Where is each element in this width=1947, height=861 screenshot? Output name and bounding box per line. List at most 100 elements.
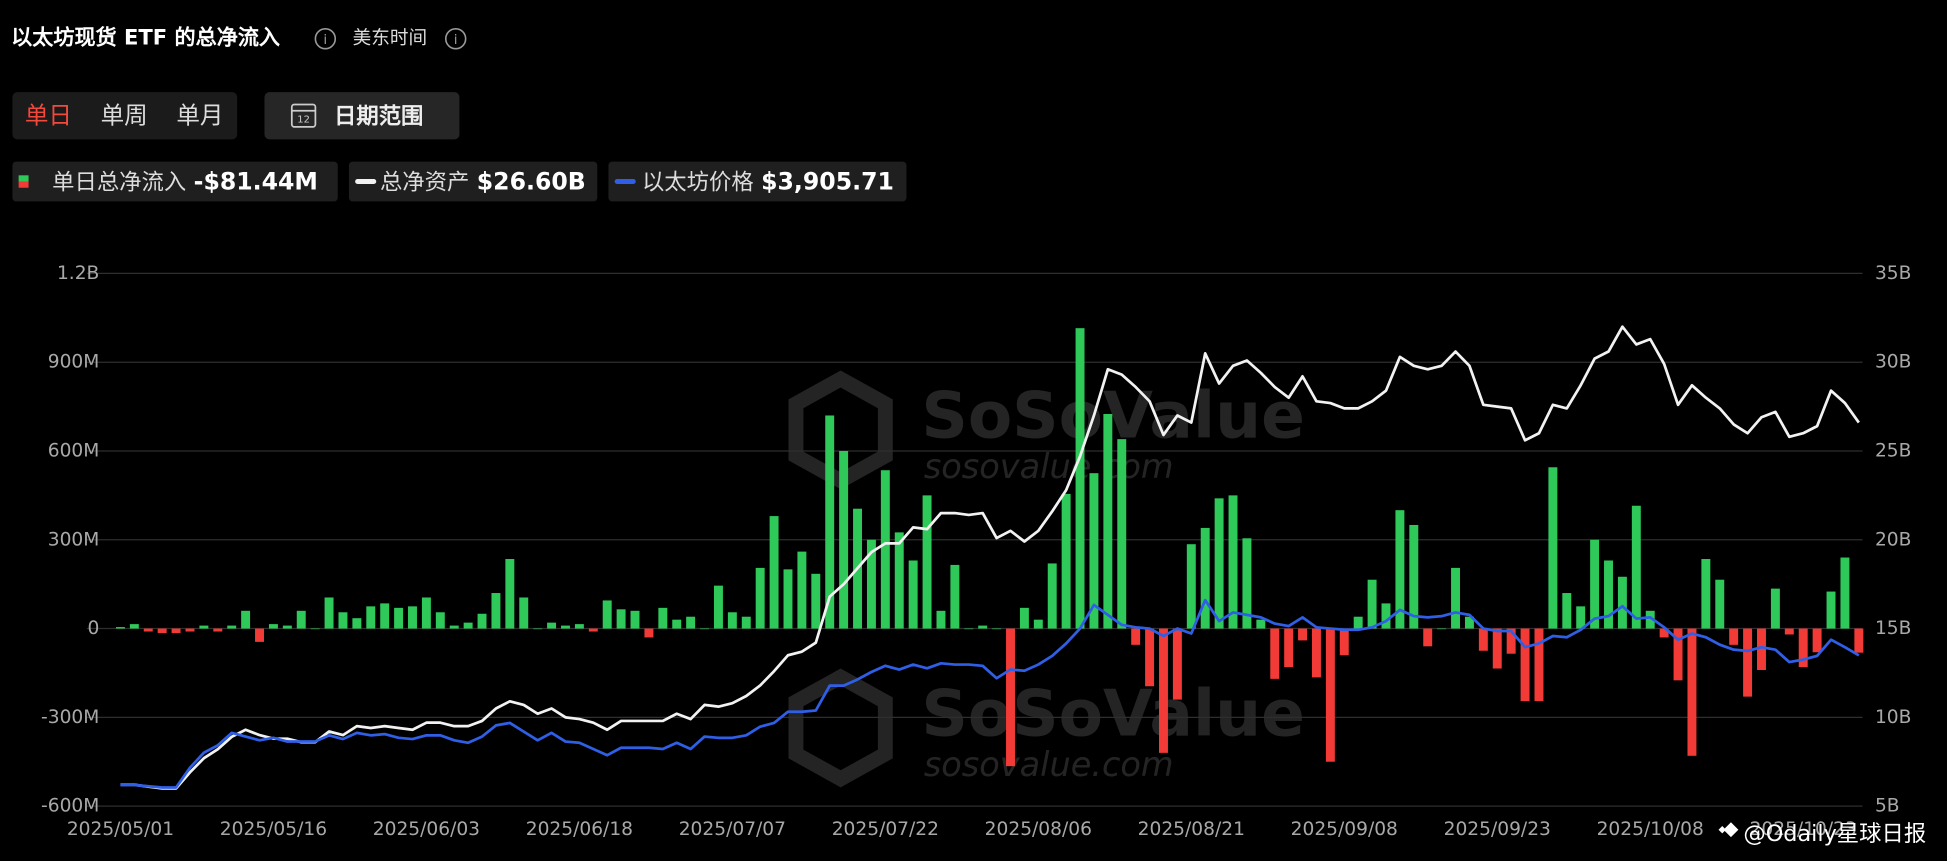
bar [700,628,710,630]
bar [1757,628,1766,670]
bar [505,559,515,629]
bar [324,597,334,629]
bar [1423,628,1433,647]
bar [1743,628,1753,697]
period-option[interactable]: 单日 [25,101,72,129]
bar [227,625,237,629]
bar [1534,628,1544,702]
bar [1019,607,1029,629]
bar [143,628,153,632]
watermark-logo [788,668,893,788]
bar [352,618,362,629]
bar [1200,527,1210,629]
bar [1325,628,1335,762]
bar [255,628,264,642]
y-tick-label: 300M [48,529,100,550]
bar [588,628,598,632]
bar [1478,628,1488,651]
bar [268,624,278,629]
legend-chip[interactable] [12,161,338,202]
bar [199,625,209,629]
bar [1381,603,1391,629]
bar [964,628,974,630]
bar [1409,524,1419,629]
bar [463,622,473,629]
bar [1798,628,1808,668]
period-option[interactable]: 单月 [176,101,223,129]
date-range-button[interactable]: 12 日期范围 [264,92,460,140]
legend-swatch [18,181,29,188]
x-tick-label: 2025/08/21 [1138,819,1245,840]
bar [533,628,543,630]
bar [1395,510,1405,629]
bar [769,516,779,629]
bar [380,603,390,629]
bar [839,450,849,629]
y2-tick-label: 25B [1875,440,1911,461]
bar [1159,628,1168,753]
bar [1590,539,1600,629]
y-tick-label: 900M [48,352,100,373]
watermark: SoSoValuesosovalue.comSoSoValuesosovalue… [788,370,1305,788]
bar [783,569,793,629]
bar [602,600,612,629]
bar [574,624,584,629]
bar [449,625,459,629]
bar [296,610,306,629]
x-tick-label: 2025/06/03 [373,819,480,840]
bar [1033,619,1043,629]
bar [755,567,765,629]
period-option[interactable]: 单周 [101,101,148,129]
bar [1437,628,1447,630]
bar [1729,628,1739,645]
bar [922,495,932,629]
bar [1103,413,1113,629]
bar [1145,628,1155,687]
legend-chip[interactable] [348,161,598,202]
bar [1840,557,1850,629]
x-tick-label: 2025/09/23 [1444,819,1551,840]
bar [1576,606,1586,629]
line [120,598,1860,789]
bar [1715,579,1725,629]
bar [672,619,682,629]
legend-name: 总净资产 [380,169,469,195]
bar [894,532,904,629]
bar [1075,328,1085,629]
y2-tick-label: 30B [1875,352,1911,373]
date-range-label[interactable]: 日期范围 [334,103,423,129]
bar [491,593,501,629]
y-tick-label: 1.2B [57,263,99,284]
bar [1451,567,1461,629]
bar [908,560,918,629]
bar [1659,628,1669,638]
svg-text:12: 12 [297,114,310,125]
bar [1673,628,1683,681]
bar [366,606,376,629]
bar [435,612,445,629]
info-icon[interactable]: i [314,27,337,50]
bar [129,624,139,629]
bar [477,613,487,629]
bar [1854,628,1864,653]
bar [866,539,876,629]
info-icon[interactable]: i [444,27,467,50]
legend-chip[interactable] [608,161,907,202]
bar [1131,628,1141,645]
bar [713,585,723,629]
x-tick-label: 2025/05/16 [220,819,327,840]
watermark-site: sosovalue.com [924,447,1174,486]
bar [880,470,890,629]
bar [1784,628,1794,635]
bar [1464,616,1474,629]
bar [185,628,195,632]
bar [797,551,807,629]
legend-value: $3,905.71 [761,167,894,195]
bar [1228,495,1238,629]
bar [1770,588,1780,629]
bar [1617,576,1627,629]
bar [1701,559,1711,629]
x-tick-label: 2025/05/01 [67,819,174,840]
bar [936,610,946,629]
